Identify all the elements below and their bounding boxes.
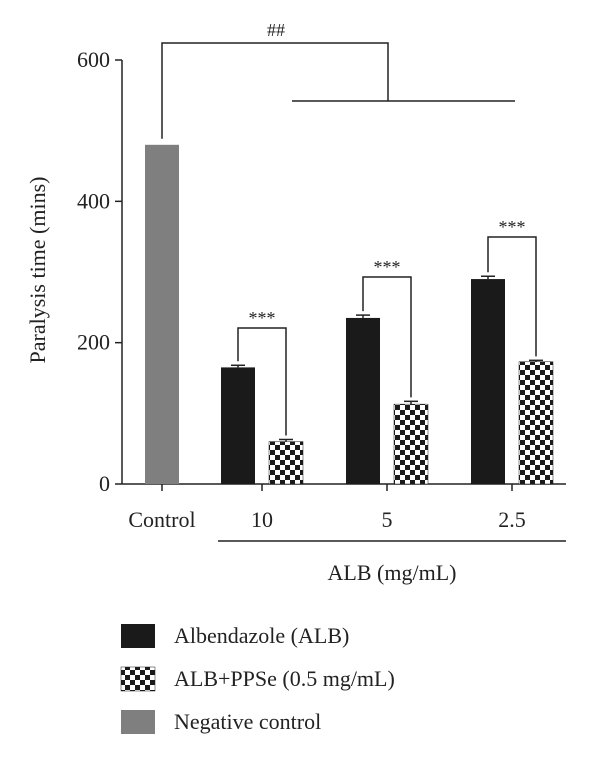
legend-label: Negative control (174, 709, 321, 734)
x-tick-label: 10 (251, 507, 273, 532)
legend-item: Albendazole (ALB) (121, 623, 349, 648)
legend-swatch (120, 666, 156, 692)
x-tick-label: Control (128, 507, 195, 532)
legend-item: Negative control (121, 709, 321, 734)
significance-label: *** (374, 257, 401, 277)
x-tick-label: 5 (382, 507, 393, 532)
group-significance-label: ## (267, 20, 285, 40)
bar (518, 361, 554, 485)
legend-item: ALB+PPSe (0.5 mg/mL) (120, 666, 395, 692)
bars (145, 144, 554, 485)
x-axis-title: ALB (mg/mL) (328, 560, 457, 585)
bar (471, 279, 505, 484)
bar (221, 367, 255, 484)
x-tick-label: 2.5 (498, 507, 526, 532)
significance-annotations: *** *** *** ## (161, 20, 537, 436)
significance-label: *** (499, 217, 526, 237)
legend-label: Albendazole (ALB) (174, 623, 349, 648)
legend-swatch (121, 710, 155, 734)
y-axis-title: Paralysis time (mins) (25, 177, 50, 364)
legend-swatch (121, 624, 155, 648)
bar (145, 144, 179, 485)
legend-label: ALB+PPSe (0.5 mg/mL) (174, 666, 395, 691)
bar (268, 441, 304, 485)
y-tick-label: 200 (77, 330, 110, 355)
bar (346, 317, 380, 484)
group-significance-bracket (161, 42, 389, 139)
y-tick-label: 600 (77, 47, 110, 72)
significance-bracket (487, 236, 537, 357)
significance-label: *** (249, 308, 276, 328)
y-tick-label: 400 (77, 188, 110, 213)
y-tick-label: 0 (99, 471, 110, 496)
significance-bracket (237, 327, 287, 436)
significance-bracket (362, 276, 412, 398)
axes: 0 200 400 600 Control 10 5 2.5 (77, 47, 566, 532)
bar (393, 403, 429, 485)
legend: Albendazole (ALB) ALB+PPSe (0.5 mg/mL) Neg… (120, 623, 395, 734)
